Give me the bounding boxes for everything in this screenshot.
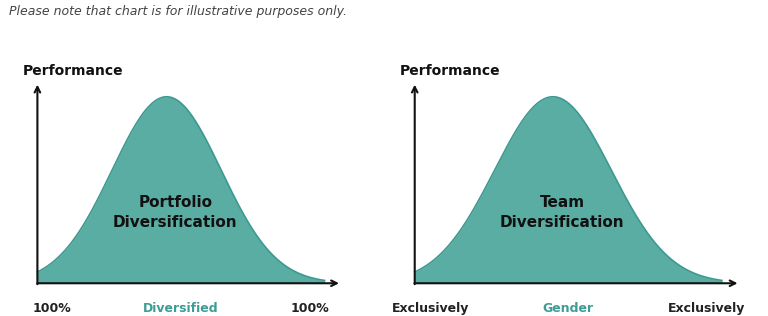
Text: Diversified
portfolio: Diversified portfolio [143, 302, 219, 316]
Text: Performance: Performance [23, 64, 124, 78]
Text: Portfolio
Diversification: Portfolio Diversification [113, 195, 237, 230]
Text: Performance: Performance [399, 64, 500, 78]
Text: Team
Diversification: Team Diversification [500, 195, 624, 230]
Text: Gender
diverse: Gender diverse [542, 302, 594, 316]
Text: Exclusively
female: Exclusively female [668, 302, 745, 316]
Text: 100%
asset A: 100% asset A [26, 302, 78, 316]
Text: Exclusively
male: Exclusively male [392, 302, 468, 316]
Text: 100%
asset B: 100% asset B [284, 302, 336, 316]
Text: Please note that chart is for illustrative purposes only.: Please note that chart is for illustrati… [9, 5, 347, 18]
